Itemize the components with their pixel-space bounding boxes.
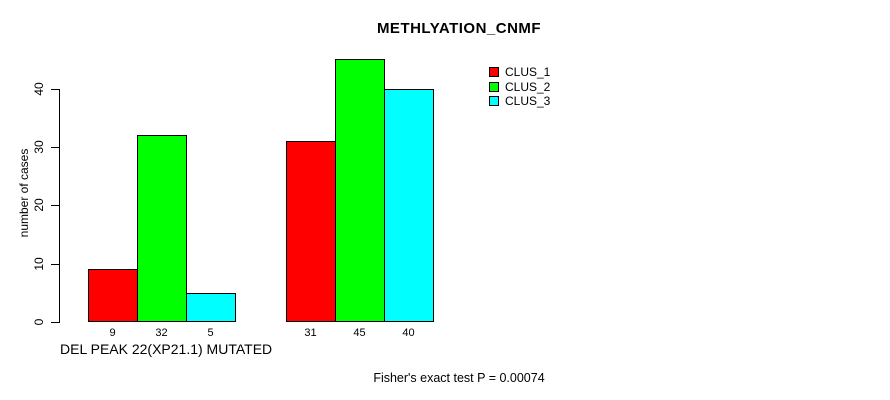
legend-swatch-icon bbox=[489, 96, 499, 107]
bar-value-label: 31 bbox=[304, 327, 317, 339]
y-tick-mark bbox=[51, 147, 59, 148]
y-tick-label: 30 bbox=[32, 140, 46, 154]
y-axis-label: number of cases bbox=[17, 148, 31, 238]
bar-value-label: 5 bbox=[207, 327, 214, 339]
legend-label: CLUS_3 bbox=[505, 94, 551, 109]
legend-item-clus_2: CLUS_2 bbox=[489, 79, 551, 94]
legend-item-clus_1: CLUS_1 bbox=[489, 65, 551, 79]
x-axis-label: DEL PEAK 22(XP21.1) MUTATED bbox=[60, 341, 273, 357]
y-tick-mark bbox=[51, 264, 59, 265]
bar-clus_2-group2 bbox=[334, 59, 385, 322]
bar-value-label: 9 bbox=[109, 327, 116, 339]
y-tick-label: 20 bbox=[32, 198, 46, 212]
legend-item-clus_3: CLUS_3 bbox=[489, 94, 551, 109]
legend-label: CLUS_2 bbox=[505, 79, 551, 94]
bar-value-label: 32 bbox=[155, 327, 168, 339]
bar-value-label: 40 bbox=[402, 327, 415, 339]
y-axis-line bbox=[59, 89, 60, 323]
legend-swatch-icon bbox=[489, 67, 499, 77]
bar-clus_2-group1 bbox=[136, 135, 187, 322]
bar-clus_3-group1 bbox=[185, 293, 236, 322]
bar-clus_1-group1 bbox=[87, 269, 138, 322]
y-tick-mark bbox=[51, 205, 59, 206]
y-tick-label: 0 bbox=[32, 318, 46, 326]
chart-title: METHLYATION_CNMF bbox=[376, 20, 542, 37]
legend-label: CLUS_1 bbox=[505, 65, 551, 79]
y-tick-label: 40 bbox=[32, 82, 46, 96]
bar-value-label: 45 bbox=[353, 327, 366, 339]
y-tick-mark bbox=[51, 89, 59, 90]
fisher-test-annotation: Fisher's exact test P = 0.00074 bbox=[373, 371, 545, 385]
y-tick-label: 10 bbox=[32, 257, 46, 271]
legend-swatch-icon bbox=[489, 81, 499, 92]
bar-clus_1-group2 bbox=[285, 141, 336, 322]
bar-clus_3-group2 bbox=[383, 89, 434, 322]
y-tick-mark bbox=[51, 322, 59, 323]
